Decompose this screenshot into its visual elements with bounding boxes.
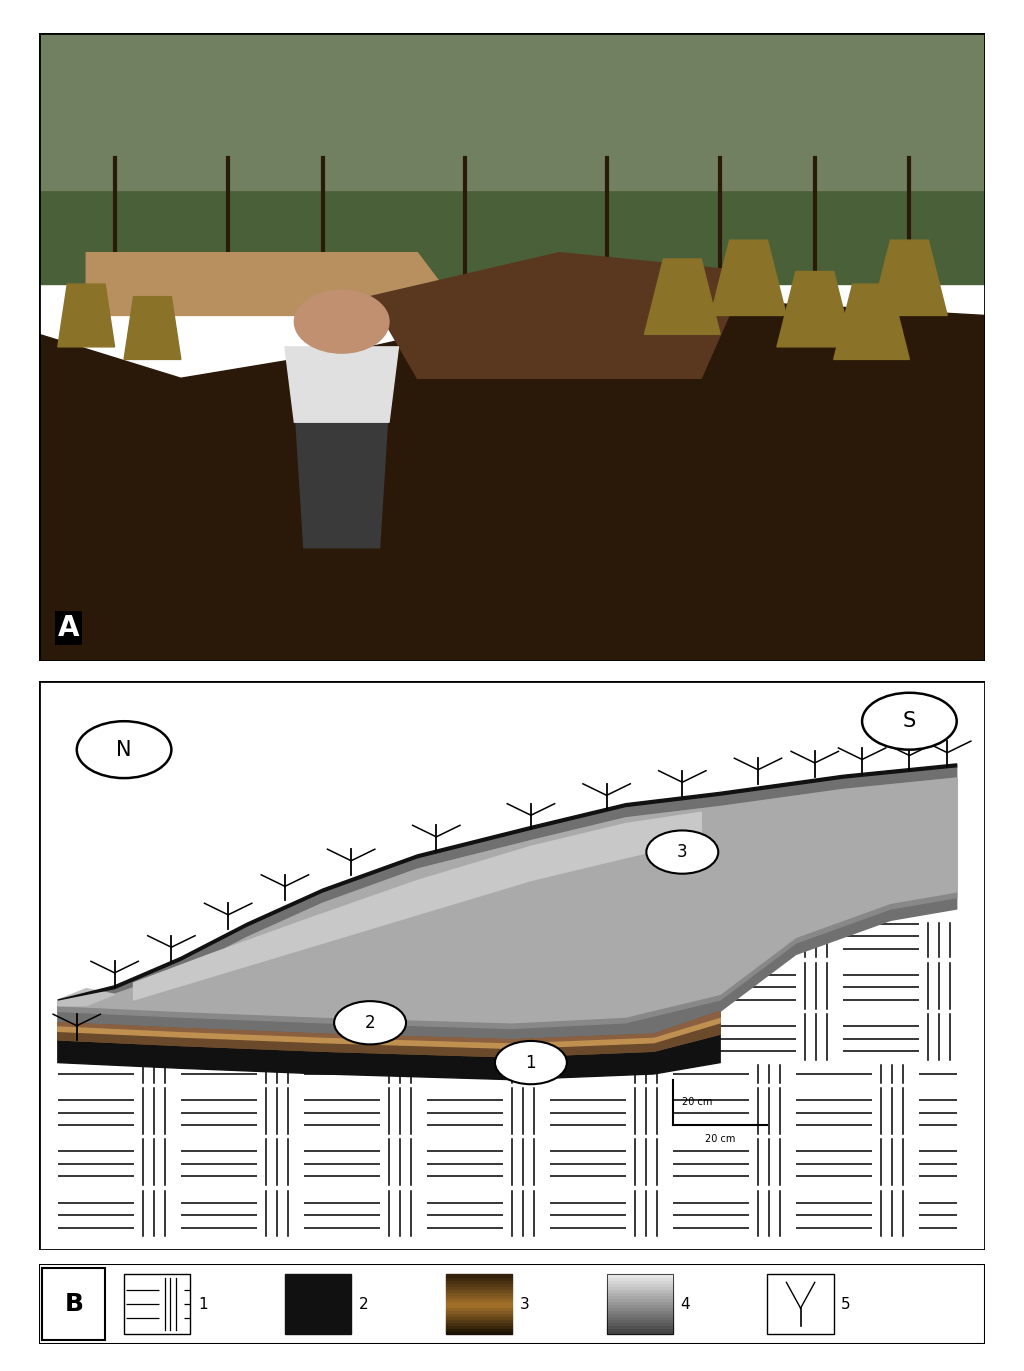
Text: N: N (117, 740, 132, 760)
Text: 2: 2 (358, 1297, 369, 1312)
Polygon shape (720, 920, 956, 1063)
Polygon shape (445, 1289, 512, 1293)
Polygon shape (606, 1301, 673, 1304)
Polygon shape (445, 1278, 512, 1281)
Polygon shape (445, 1316, 512, 1319)
Text: B: B (65, 1291, 83, 1316)
Circle shape (77, 721, 171, 779)
Polygon shape (445, 1319, 512, 1322)
Polygon shape (294, 398, 389, 548)
Text: 5: 5 (842, 1297, 851, 1312)
Polygon shape (124, 296, 181, 359)
Text: S: S (903, 712, 916, 731)
Polygon shape (57, 1137, 956, 1239)
Polygon shape (285, 1275, 351, 1334)
Circle shape (495, 1041, 567, 1084)
Polygon shape (57, 1012, 720, 1057)
Polygon shape (606, 1293, 673, 1296)
Polygon shape (445, 1304, 512, 1307)
Polygon shape (57, 1063, 956, 1137)
Polygon shape (606, 1319, 673, 1322)
Circle shape (646, 831, 718, 873)
Polygon shape (57, 1017, 720, 1049)
Polygon shape (606, 1281, 673, 1283)
Polygon shape (871, 240, 947, 315)
Polygon shape (445, 1307, 512, 1311)
Text: 20 cm: 20 cm (682, 1097, 713, 1108)
Polygon shape (445, 1286, 512, 1289)
Text: 20 cm: 20 cm (705, 1134, 735, 1143)
Polygon shape (57, 988, 115, 1006)
Polygon shape (39, 681, 985, 1250)
Text: 3: 3 (519, 1297, 529, 1312)
Polygon shape (606, 1316, 673, 1319)
Polygon shape (445, 1296, 512, 1298)
Polygon shape (86, 252, 465, 315)
Polygon shape (445, 1275, 512, 1278)
Text: 1: 1 (198, 1297, 208, 1312)
Polygon shape (777, 271, 853, 347)
Text: 3: 3 (677, 843, 688, 861)
Polygon shape (39, 296, 985, 661)
Polygon shape (606, 1326, 673, 1328)
Polygon shape (606, 1298, 673, 1301)
Polygon shape (57, 1034, 720, 1080)
Polygon shape (445, 1283, 512, 1286)
Polygon shape (39, 33, 985, 284)
Polygon shape (606, 1313, 673, 1316)
Polygon shape (370, 252, 749, 378)
Polygon shape (445, 1281, 512, 1283)
Polygon shape (606, 1304, 673, 1307)
Polygon shape (57, 284, 115, 347)
Polygon shape (57, 1023, 720, 1057)
Polygon shape (445, 1313, 512, 1316)
Circle shape (334, 1001, 407, 1045)
Polygon shape (606, 1328, 673, 1331)
Polygon shape (445, 1311, 512, 1313)
Text: 1: 1 (525, 1053, 537, 1072)
Polygon shape (57, 779, 956, 1028)
Polygon shape (445, 1331, 512, 1334)
Polygon shape (644, 259, 720, 335)
Circle shape (294, 291, 389, 354)
Polygon shape (606, 1278, 673, 1281)
Polygon shape (445, 1322, 512, 1326)
Polygon shape (711, 240, 786, 315)
Polygon shape (133, 812, 701, 999)
Polygon shape (124, 1275, 190, 1334)
Polygon shape (445, 1293, 512, 1296)
Polygon shape (39, 1264, 985, 1344)
Polygon shape (445, 1301, 512, 1304)
Polygon shape (445, 1298, 512, 1301)
Polygon shape (57, 764, 956, 999)
Polygon shape (834, 284, 909, 359)
Circle shape (862, 692, 956, 750)
Polygon shape (606, 1286, 673, 1289)
Polygon shape (285, 347, 398, 422)
Text: 4: 4 (680, 1297, 690, 1312)
Polygon shape (445, 1328, 512, 1331)
Text: 2: 2 (365, 1013, 376, 1032)
Polygon shape (606, 1289, 673, 1293)
Polygon shape (57, 1012, 720, 1043)
Polygon shape (57, 779, 956, 1023)
Polygon shape (445, 1326, 512, 1328)
Polygon shape (606, 1275, 673, 1278)
Polygon shape (39, 33, 985, 189)
Polygon shape (606, 1331, 673, 1334)
Polygon shape (767, 1275, 834, 1334)
Text: A: A (57, 614, 79, 642)
Polygon shape (606, 1296, 673, 1298)
Polygon shape (606, 1311, 673, 1313)
Polygon shape (57, 766, 956, 1039)
Polygon shape (606, 1283, 673, 1286)
Polygon shape (606, 1307, 673, 1311)
Polygon shape (606, 1322, 673, 1326)
